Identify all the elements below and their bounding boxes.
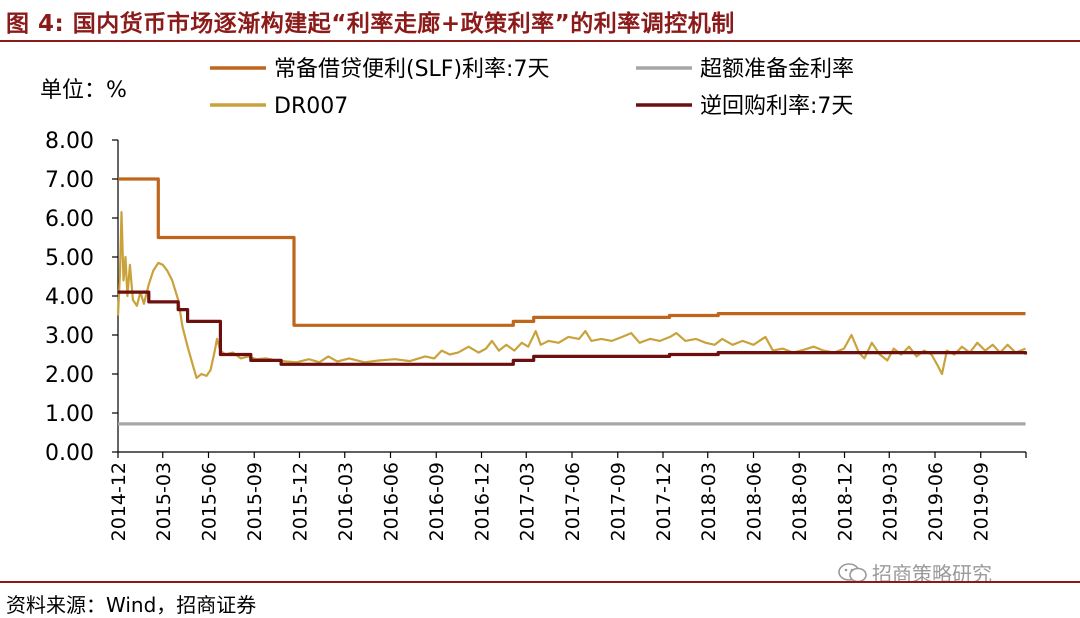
x-tick-label: 2019-03 (879, 462, 901, 541)
series-line-2 (116, 211, 1026, 379)
x-tick-label: 2018-12 (834, 462, 856, 541)
x-tick-label: 2015-03 (153, 462, 175, 541)
legend-item-1: 超额准备金利率 (636, 57, 854, 82)
legend-label: 逆回购利率:7天 (700, 94, 853, 119)
x-tick-label: 2019-09 (971, 462, 993, 541)
y-axis: 0.00 1.00 2.00 3.00 4.00 5.00 6.00 7.00 8.00 (45, 129, 119, 466)
chart-legend: 常备借贷便利(SLF)利率:7天 超额准备金利率 DR007 逆回购利率:7天 (210, 57, 854, 119)
y-tick-label: 6.00 (45, 207, 94, 232)
source-divider (0, 581, 1080, 583)
x-tick-label: 2016-06 (380, 462, 402, 541)
x-tick-label: 2018-03 (698, 462, 720, 541)
x-tick-label: 2017-03 (516, 462, 538, 541)
plot-lines (116, 177, 1028, 426)
x-tick-label: 2016-12 (471, 462, 493, 541)
y-tick-label: 5.00 (45, 246, 94, 271)
series-line-0 (118, 177, 1026, 327)
figure-title: 图 4: 国内货币市场逐渐构建起“利率走廊+政策利率”的利率调控机制 (6, 11, 735, 37)
legend-label: 超额准备金利率 (700, 57, 854, 82)
x-tick-label: 2015-06 (199, 462, 221, 541)
legend-item-0: 常备借贷便利(SLF)利率:7天 (210, 57, 549, 82)
unit-label: 单位：% (40, 78, 127, 103)
wechat-icon (838, 562, 867, 582)
series-line-3 (118, 290, 1028, 366)
x-tick-label: 2016-09 (426, 462, 448, 541)
x-tick-label: 2016-03 (335, 462, 357, 541)
legend-item-3: 逆回购利率:7天 (636, 94, 853, 119)
x-tick-label: 2014-12 (108, 462, 130, 541)
y-tick-label: 4.00 (45, 285, 94, 310)
y-tick-label: 7.00 (45, 168, 94, 193)
y-tick-label: 0.00 (45, 441, 94, 466)
x-tick-label: 2019-06 (925, 462, 947, 541)
y-tick-label: 2.00 (45, 363, 94, 388)
legend-label: 常备借贷便利(SLF)利率:7天 (274, 57, 549, 82)
legend-item-2: DR007 (210, 94, 348, 119)
y-tick-label: 1.00 (45, 402, 94, 427)
x-tick-label: 2017-09 (608, 462, 630, 541)
x-tick-label: 2015-09 (244, 462, 266, 541)
x-tick-label: 2018-06 (744, 462, 766, 541)
x-axis: 2014-12 2015-03 2015-06 2015-09 2015-12 2016-… (108, 451, 1027, 541)
y-tick-label: 8.00 (45, 129, 94, 154)
x-tick-label: 2017-12 (653, 462, 675, 541)
x-tick-label: 2017-06 (562, 462, 584, 541)
chart-area: 单位：% 常备借贷便利(SLF)利率:7天 超额准备金利率 DR007 逆回购利率:7… (40, 57, 1028, 541)
title-divider (0, 40, 1080, 42)
x-tick-label: 2018-09 (789, 462, 811, 541)
x-tick-label: 2015-12 (290, 462, 312, 541)
source-note: 资料来源：Wind，招商证券 (6, 593, 257, 617)
y-tick-label: 3.00 (45, 324, 94, 349)
legend-label: DR007 (274, 94, 348, 119)
